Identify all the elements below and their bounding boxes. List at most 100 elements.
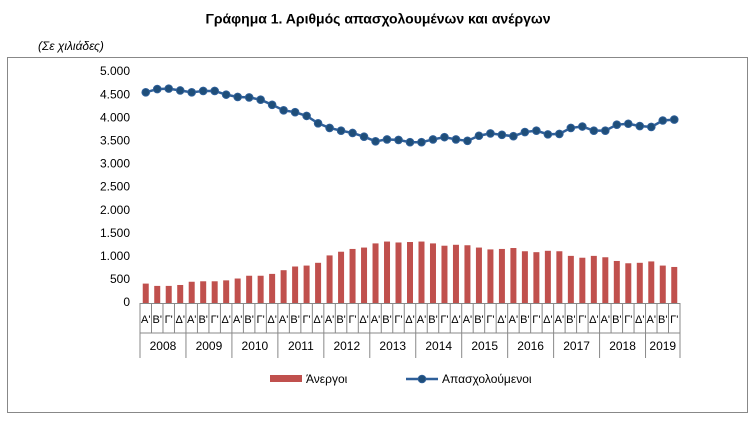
marker bbox=[623, 119, 633, 129]
x-tick-label: Α' bbox=[463, 314, 472, 326]
x-tick-label: Δ' bbox=[635, 314, 644, 326]
x-tick-label: Β' bbox=[566, 314, 575, 326]
bar bbox=[223, 280, 230, 303]
marker bbox=[589, 126, 599, 135]
marker bbox=[302, 111, 311, 121]
x-tick-label: Γ' bbox=[394, 314, 402, 326]
x-tick-label: Α' bbox=[279, 314, 288, 326]
bar bbox=[257, 275, 264, 303]
marker bbox=[451, 135, 461, 144]
x-tick-label: Γ' bbox=[348, 314, 356, 326]
bar bbox=[395, 242, 402, 303]
x-tick-label: Β' bbox=[198, 314, 207, 326]
x-tick-label: Α' bbox=[601, 314, 610, 326]
x-tick-label: Δ' bbox=[313, 314, 322, 326]
x-tick-label: Α' bbox=[509, 314, 518, 326]
x-tick-label: Γ' bbox=[165, 314, 173, 326]
marker bbox=[669, 115, 679, 124]
x-tick-label: Β' bbox=[382, 314, 391, 326]
x-group-label: 2016 bbox=[517, 339, 544, 353]
x-group-label: 2014 bbox=[425, 339, 452, 353]
bar bbox=[372, 243, 379, 303]
y-tick-label: 4.000 bbox=[100, 110, 130, 124]
marker bbox=[520, 127, 530, 137]
marker bbox=[612, 120, 622, 129]
marker bbox=[336, 126, 346, 135]
marker bbox=[532, 126, 541, 135]
marker bbox=[175, 86, 185, 95]
bar bbox=[452, 244, 459, 303]
x-tick-label: Β' bbox=[244, 314, 253, 326]
bar bbox=[384, 241, 391, 303]
bar bbox=[521, 251, 528, 303]
bar bbox=[292, 266, 299, 303]
marker bbox=[359, 132, 369, 141]
marker bbox=[497, 130, 507, 140]
marker bbox=[543, 130, 553, 139]
x-tick-label: Γ' bbox=[211, 314, 219, 326]
marker bbox=[164, 84, 174, 93]
x-tick-label: Β' bbox=[290, 314, 299, 326]
bar bbox=[636, 262, 643, 303]
marker bbox=[325, 123, 334, 133]
x-group-label: 2019 bbox=[649, 339, 676, 353]
y-tick-label: 0 bbox=[123, 295, 130, 309]
bar bbox=[602, 257, 609, 303]
marker bbox=[244, 93, 254, 102]
marker bbox=[348, 128, 357, 138]
bar bbox=[659, 265, 666, 303]
marker bbox=[601, 126, 610, 135]
legend-swatch bbox=[270, 375, 302, 382]
x-tick-label: Δ' bbox=[359, 314, 368, 326]
x-tick-label: Α' bbox=[555, 314, 564, 326]
x-tick-label: Β' bbox=[336, 314, 345, 326]
x-tick-label: Α' bbox=[325, 314, 334, 326]
y-axis-unit: (Σε χιλιάδες) bbox=[38, 39, 104, 53]
x-tick-label: Δ' bbox=[267, 314, 276, 326]
bar bbox=[269, 273, 276, 303]
bar bbox=[165, 285, 172, 303]
bar bbox=[200, 281, 207, 303]
x-group-label: 2018 bbox=[609, 339, 636, 353]
marker bbox=[267, 100, 277, 110]
marker bbox=[198, 86, 208, 96]
bar bbox=[613, 260, 620, 303]
marker bbox=[474, 131, 484, 141]
marker bbox=[233, 92, 242, 102]
x-tick-label: Γ' bbox=[670, 314, 678, 326]
x-tick-label: Δ' bbox=[543, 314, 552, 326]
marker bbox=[382, 135, 392, 144]
x-group-label: 2017 bbox=[563, 339, 590, 353]
marker bbox=[658, 116, 668, 125]
x-tick-label: Γ' bbox=[624, 314, 632, 326]
marker bbox=[417, 137, 426, 147]
marker bbox=[440, 132, 449, 142]
x-group-label: 2010 bbox=[242, 339, 269, 353]
bar bbox=[303, 265, 310, 303]
marker bbox=[394, 135, 403, 145]
legend-swatch bbox=[417, 374, 427, 384]
bar bbox=[361, 247, 368, 303]
bar bbox=[579, 257, 586, 303]
marker bbox=[256, 95, 265, 105]
x-tick-label: Γ' bbox=[578, 314, 586, 326]
y-tick-label: 2.000 bbox=[100, 203, 130, 217]
marker bbox=[486, 129, 495, 138]
bar bbox=[648, 261, 655, 303]
x-tick-label: Δ' bbox=[589, 314, 598, 326]
marker bbox=[463, 136, 472, 146]
bar bbox=[177, 284, 184, 303]
bar bbox=[418, 241, 425, 303]
bar bbox=[234, 278, 241, 303]
bar bbox=[671, 266, 678, 303]
marker bbox=[141, 88, 151, 97]
y-tick-label: 1.000 bbox=[100, 249, 130, 263]
bar bbox=[211, 281, 218, 303]
y-tick-label: 5.000 bbox=[100, 64, 130, 78]
marker bbox=[371, 137, 380, 146]
x-tick-label: Γ' bbox=[303, 314, 311, 326]
bar bbox=[533, 252, 540, 303]
chart-frame bbox=[7, 57, 748, 413]
x-tick-label: Γ' bbox=[440, 314, 448, 326]
